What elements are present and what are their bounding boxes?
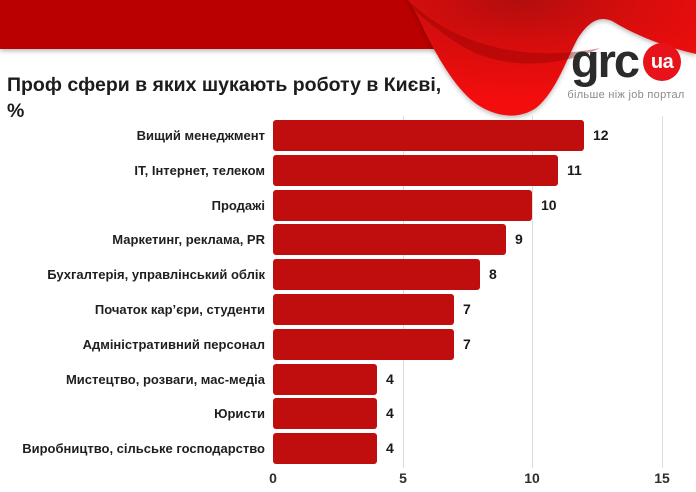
chart-title: Проф сфери в яких шукають роботу в Києві… (7, 74, 442, 122)
bar (273, 120, 584, 151)
bar (273, 155, 558, 186)
gridline (662, 116, 663, 468)
x-axis-tick: 5 (399, 470, 407, 486)
bar (273, 433, 377, 464)
value-label: 11 (567, 162, 582, 178)
category-label: Мистецтво, розваги, мас-медіа (65, 372, 265, 387)
category-label: ІТ, Інтернет, телеком (134, 163, 265, 178)
logo-text: grc (570, 34, 640, 87)
category-label: Адміністративний персонал (82, 337, 265, 352)
value-label: 7 (463, 336, 471, 352)
bar-chart: 0 5 10 15 Вищий менеджмент 12 ІТ, Інтернет, те… (0, 112, 696, 492)
bar (273, 329, 454, 360)
category-label: Продажі (211, 198, 265, 213)
value-label: 12 (593, 127, 609, 143)
bar (273, 294, 454, 325)
value-label: 4 (386, 440, 394, 456)
bar (273, 364, 377, 395)
value-label: 9 (515, 231, 523, 247)
bar (273, 224, 506, 255)
category-label: Виробництво, сільське господарство (22, 441, 265, 456)
category-label: Маркетинг, реклама, PR (112, 232, 265, 247)
value-label: 10 (541, 197, 557, 213)
grc-logo: grc ua більше ніж job портал (556, 36, 696, 101)
category-label: Початок кар’єри, студенти (94, 302, 265, 317)
logo-ua-badge: ua (643, 43, 682, 81)
x-axis-tick: 0 (269, 470, 277, 486)
gridline (403, 116, 404, 468)
logo-badge-text: ua (650, 50, 674, 73)
value-label: 7 (463, 301, 471, 317)
value-label: 4 (386, 405, 394, 421)
category-label: Юристи (214, 406, 265, 421)
logo-row: grc ua (556, 36, 696, 86)
gridline (532, 116, 533, 468)
header-band (0, 0, 452, 49)
category-label: Бухгалтерія, управлінський облік (47, 267, 265, 282)
value-label: 8 (489, 266, 497, 282)
x-axis-tick: 15 (654, 470, 670, 486)
value-label: 4 (386, 371, 394, 387)
x-axis-tick: 10 (524, 470, 540, 486)
bar (273, 190, 532, 221)
category-label: Вищий менеджмент (136, 128, 265, 143)
bar (273, 398, 377, 429)
logo-tagline: більше ніж job портал (567, 89, 685, 101)
bar (273, 259, 480, 290)
